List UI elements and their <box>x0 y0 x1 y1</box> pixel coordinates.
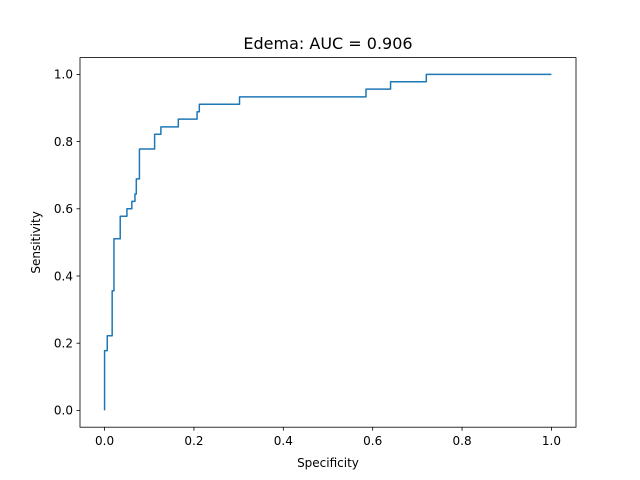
y-axis: 0.0 0.2 0.4 0.6 0.8 1.0 <box>54 68 80 418</box>
x-tick-label: 1.0 <box>542 434 561 448</box>
y-tick-label: 0.8 <box>54 135 73 149</box>
y-tick-label: 0.4 <box>54 269 73 283</box>
y-tick-label: 0.6 <box>54 202 73 216</box>
axes-frame <box>79 57 577 428</box>
x-axis-label: Specificity <box>297 456 359 470</box>
x-tick-label: 0.0 <box>95 434 114 448</box>
plot-area <box>103 73 552 411</box>
y-tick-label: 1.0 <box>54 68 73 82</box>
x-tick-label: 0.2 <box>184 434 203 448</box>
y-axis-label: Sensitivity <box>29 211 43 273</box>
x-axis: 0.0 0.2 0.4 0.6 0.8 1.0 <box>95 427 561 448</box>
roc-curve-line <box>103 73 552 411</box>
y-tick-label: 0.2 <box>54 337 73 351</box>
x-tick-label: 0.6 <box>363 434 382 448</box>
x-tick-label: 0.4 <box>274 434 293 448</box>
y-tick-label: 0.0 <box>54 404 73 418</box>
x-tick-label: 0.8 <box>453 434 472 448</box>
chart-title: Edema: AUC = 0.906 <box>243 34 412 53</box>
